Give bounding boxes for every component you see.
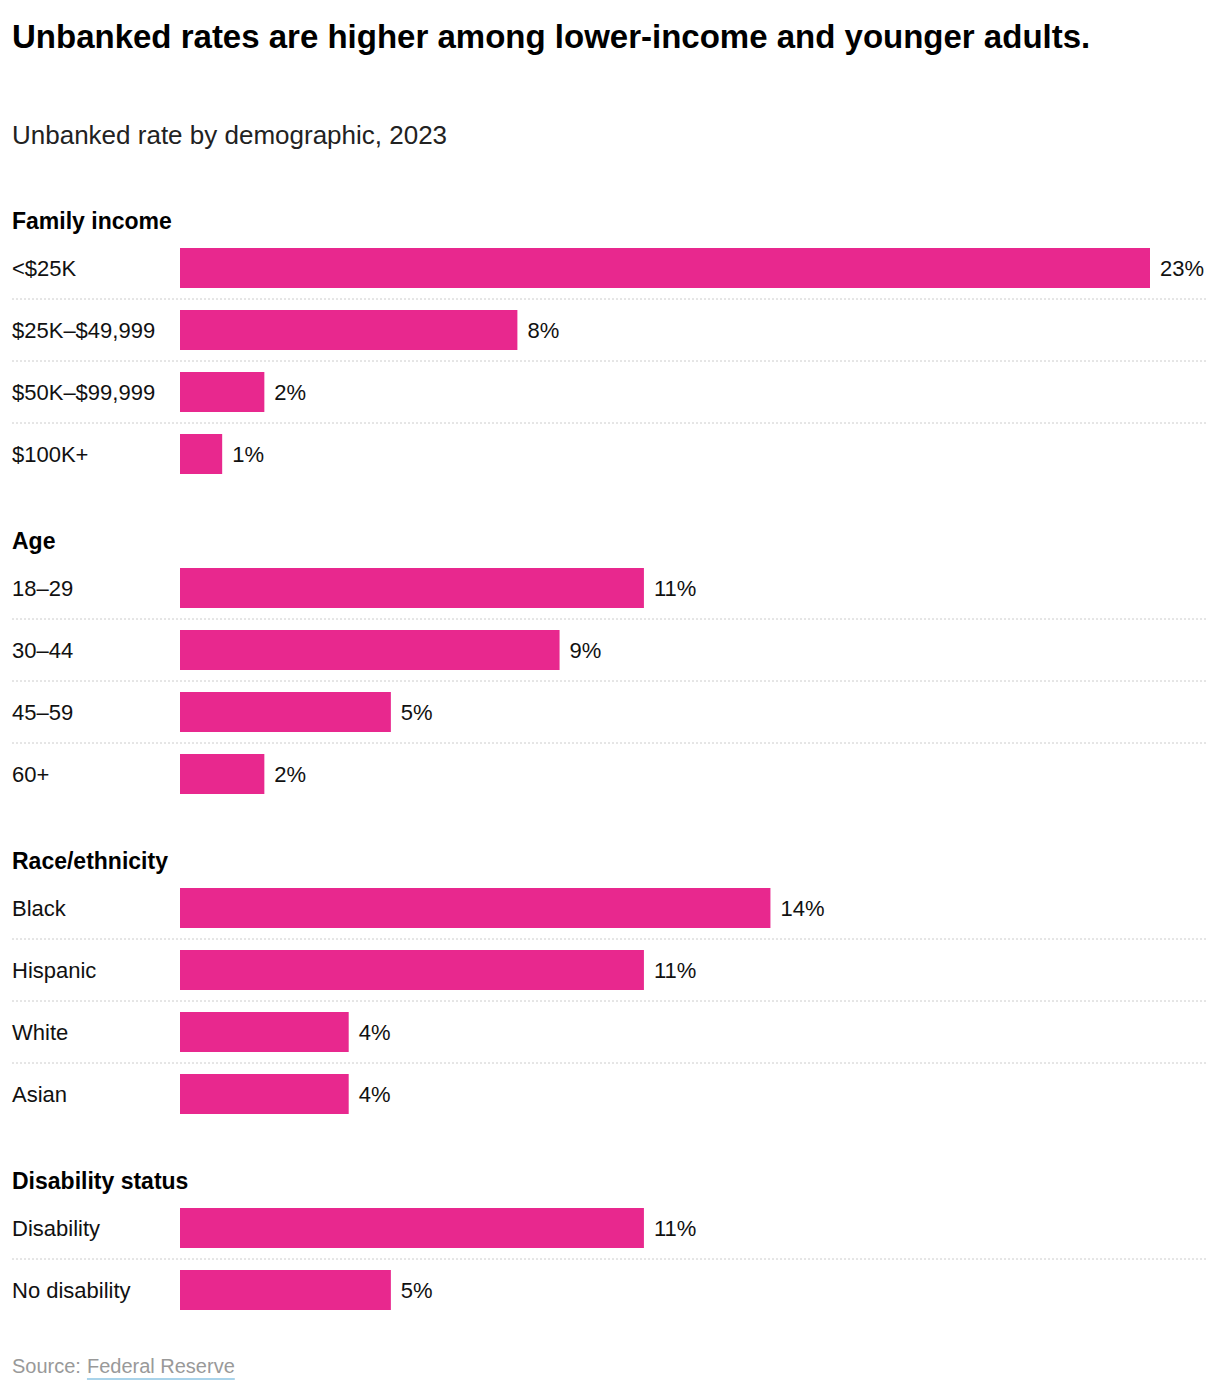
category-label: 18–29 [12, 576, 73, 601]
bar [180, 692, 391, 732]
data-label: 11% [654, 1216, 696, 1241]
bar [180, 630, 560, 670]
bar [180, 1270, 391, 1310]
separator [12, 423, 1208, 424]
bar [180, 310, 517, 350]
data-label: 5% [401, 1278, 433, 1303]
source-label: Source: [12, 1355, 81, 1377]
bar [180, 372, 264, 412]
title: Unbanked rates are higher among lower-in… [12, 12, 1192, 62]
category-label: $100K+ [12, 442, 88, 467]
data-label: 23% [1160, 256, 1204, 281]
separator [12, 1001, 1208, 1002]
chart: Family income <$25K 23% $25K–$49,999 8% $50K–… [0, 0, 1220, 1390]
category-label: 30–44 [12, 638, 73, 663]
category-label: $25K–$49,999 [12, 318, 155, 343]
category-label: Black [12, 896, 67, 921]
category-label: White [12, 1020, 68, 1045]
group-heading: Race/ethnicity [12, 848, 168, 874]
labels: Family income <$25K 23% $25K–$49,999 8% $50K–… [12, 208, 1208, 1379]
data-label: 4% [359, 1082, 391, 1107]
category-label: No disability [12, 1278, 131, 1303]
category-label: <$25K [12, 256, 77, 281]
data-label: 2% [274, 380, 306, 405]
data-label: 14% [780, 896, 824, 921]
category-label: Hispanic [12, 958, 96, 983]
data-label: 8% [527, 318, 559, 343]
category-label: 60+ [12, 762, 49, 787]
data-label: 4% [359, 1020, 391, 1045]
separator [12, 619, 1208, 620]
separator [12, 743, 1208, 744]
data-label: 11% [654, 576, 696, 601]
data-label: 1% [232, 442, 264, 467]
source-underline [87, 1378, 235, 1380]
separator [12, 939, 1208, 940]
data-label: 11% [654, 958, 696, 983]
source-link[interactable]: Federal Reserve [87, 1355, 235, 1377]
bar [180, 950, 644, 990]
bars [180, 248, 1150, 1310]
separator [12, 1063, 1208, 1064]
separator [12, 681, 1208, 682]
data-label: 5% [401, 700, 433, 725]
data-label: 9% [570, 638, 602, 663]
data-label: 2% [274, 762, 306, 787]
category-label: Disability [12, 1216, 100, 1241]
group-heading: Family income [12, 208, 172, 234]
category-label: Asian [12, 1082, 67, 1107]
subtitle: Unbanked rate by demographic, 2023 [12, 120, 447, 151]
bar [180, 1074, 349, 1114]
bar [180, 568, 644, 608]
separator [12, 361, 1208, 362]
bar [180, 888, 770, 928]
category-label: 45–59 [12, 700, 73, 725]
bar [180, 754, 264, 794]
category-label: $50K–$99,999 [12, 380, 155, 405]
separator [12, 1259, 1208, 1260]
separator [12, 299, 1208, 300]
bar [180, 1012, 349, 1052]
bar [180, 248, 1150, 288]
group-heading: Age [12, 528, 55, 554]
group-heading: Disability status [12, 1168, 188, 1194]
bar [180, 434, 222, 474]
bar [180, 1208, 644, 1248]
